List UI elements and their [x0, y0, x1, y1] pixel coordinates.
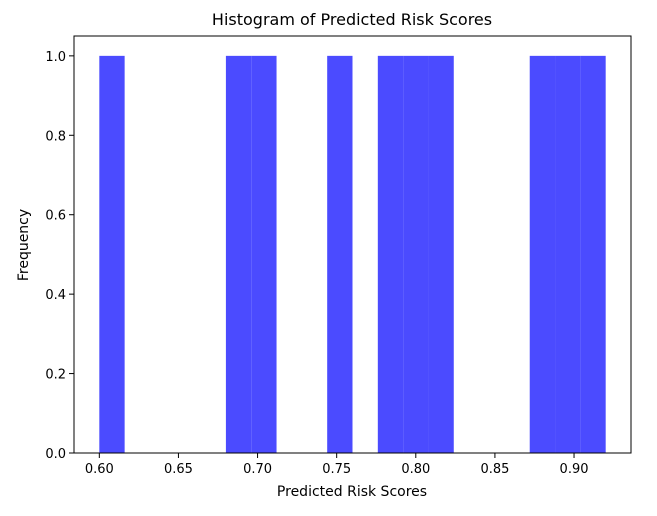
x-tick-label: 0.75	[322, 462, 351, 477]
histogram-bar	[403, 55, 429, 453]
y-axis-label: Frequency	[16, 209, 32, 281]
x-tick-label: 0.70	[243, 462, 272, 477]
histogram-bar	[555, 55, 581, 453]
plot-frame	[73, 35, 632, 454]
y-axis-ticks: 0.0 0.2 0.4 0.6 0.8 1.0	[45, 50, 74, 462]
y-tick-label: 1.0	[45, 50, 66, 65]
x-axis-label: Predicted Risk Scores	[277, 484, 427, 500]
y-tick-label: 0.8	[45, 129, 66, 144]
histogram-bar	[99, 55, 125, 453]
chart-title: Histogram of Predicted Risk Scores	[212, 10, 492, 29]
x-tick-label: 0.60	[85, 462, 114, 477]
histogram-bar	[251, 55, 277, 453]
y-tick-label: 0.6	[45, 209, 66, 224]
x-tick-label: 0.80	[401, 462, 430, 477]
histogram-bar	[529, 55, 556, 453]
y-tick-label: 0.0	[45, 447, 66, 462]
histogram-bar	[377, 55, 404, 453]
histogram-bar	[327, 55, 353, 453]
histogram-bar	[225, 55, 252, 453]
x-axis-ticks: 0.60 0.65 0.70 0.75 0.80 0.85 0.90	[85, 453, 589, 477]
y-tick-label: 0.4	[45, 288, 66, 303]
histogram-bar	[580, 55, 606, 453]
x-tick-label: 0.65	[164, 462, 193, 477]
histogram-bar	[428, 55, 454, 453]
x-tick-label: 0.90	[560, 462, 589, 477]
bars-group	[99, 55, 606, 453]
y-tick-label: 0.2	[45, 368, 66, 383]
x-tick-label: 0.85	[480, 462, 509, 477]
